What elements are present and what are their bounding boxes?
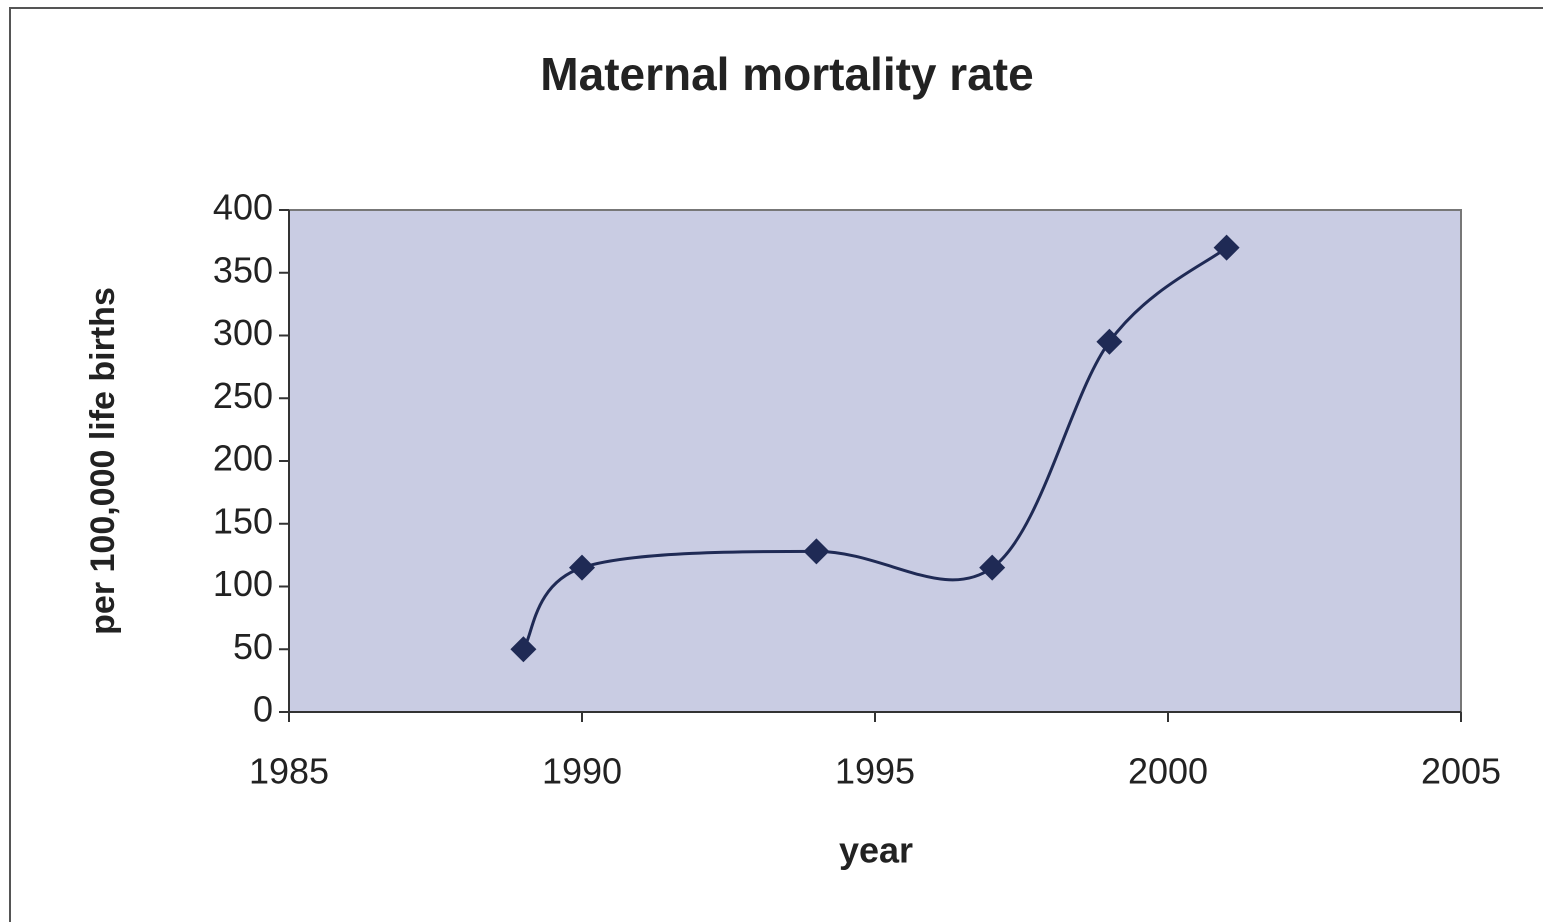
data-point <box>569 554 595 581</box>
x-tick-label: 1990 <box>542 751 622 792</box>
x-tick-label: 1995 <box>835 751 915 792</box>
data-point <box>979 554 1006 581</box>
x-tick-label: 1985 <box>249 751 329 792</box>
data-point <box>510 636 537 663</box>
y-tick-label: 100 <box>213 563 273 604</box>
data-point <box>1096 328 1123 355</box>
x-tick-label: 2000 <box>1128 751 1208 792</box>
y-tick-label: 150 <box>213 500 273 541</box>
y-tick-label: 0 <box>253 689 273 730</box>
x-axis-label: year <box>839 830 913 871</box>
x-tick-label: 2005 <box>1421 751 1501 792</box>
y-tick-label: 400 <box>213 187 273 228</box>
y-tick-label: 50 <box>233 626 273 667</box>
y-axis-label: per 100,000 life births <box>84 287 122 635</box>
data-point <box>1213 234 1240 261</box>
y-tick-label: 350 <box>213 249 273 290</box>
y-tick-label: 300 <box>213 312 273 353</box>
chart-title: Maternal mortality rate <box>540 48 1033 100</box>
plot-area <box>288 209 1462 713</box>
data-point <box>803 538 830 565</box>
y-tick-label: 250 <box>213 375 273 416</box>
y-tick-label: 200 <box>213 438 273 479</box>
